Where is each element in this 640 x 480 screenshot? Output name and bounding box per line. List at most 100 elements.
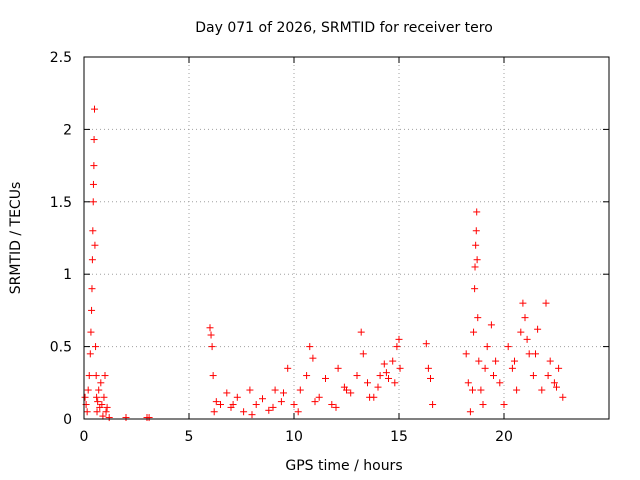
data-point: [472, 241, 480, 249]
y-tick-label: 0.5: [50, 340, 72, 356]
data-point: [471, 285, 479, 293]
data-point: [334, 364, 342, 372]
data-point: [366, 393, 374, 401]
data-point: [479, 401, 487, 409]
data-point: [105, 414, 113, 422]
data-point: [546, 357, 554, 365]
data-point: [470, 328, 478, 336]
data-point: [395, 335, 403, 343]
data-point: [284, 364, 292, 372]
y-tick-label: 0: [63, 412, 72, 428]
data-point: [500, 401, 508, 409]
data-point: [290, 401, 298, 409]
data-point: [87, 328, 95, 336]
data-point: [101, 372, 109, 380]
data-point: [89, 227, 97, 235]
data-point: [464, 379, 472, 387]
data-point: [380, 360, 388, 368]
data-point: [280, 389, 287, 397]
data-point: [94, 398, 102, 406]
data-point: [303, 372, 311, 380]
data-point: [103, 403, 111, 411]
data-point: [389, 357, 397, 365]
data-point: [210, 408, 218, 416]
data-point: [385, 374, 392, 382]
data-point: [315, 393, 323, 401]
data-point: [525, 350, 533, 358]
data-point: [555, 364, 563, 372]
data-points: [81, 105, 567, 422]
data-point: [246, 386, 254, 394]
data-point: [532, 350, 539, 358]
x-tick-label: 0: [80, 429, 89, 445]
data-point: [85, 372, 93, 380]
data-point: [309, 354, 317, 362]
y-tick-label: 1: [63, 267, 72, 283]
data-point: [277, 398, 285, 406]
data-point: [93, 393, 101, 401]
data-point: [212, 398, 220, 406]
data-point: [88, 285, 96, 293]
data-point: [86, 350, 94, 358]
data-point: [240, 408, 248, 416]
data-point: [91, 105, 98, 113]
data-point: [475, 357, 483, 365]
data-point: [207, 331, 215, 339]
data-point: [102, 408, 110, 416]
data-point: [233, 393, 241, 401]
data-point: [89, 180, 97, 188]
data-point: [98, 401, 106, 409]
data-point: [265, 406, 273, 414]
data-point: [382, 369, 390, 377]
data-point: [374, 383, 382, 391]
data-point: [513, 386, 521, 394]
data-point: [427, 374, 434, 382]
x-tick-label: 15: [390, 429, 408, 445]
data-point: [88, 306, 96, 314]
y-tick-label: 2: [63, 122, 72, 138]
data-point: [559, 393, 567, 401]
y-tick-label: 2.5: [50, 50, 72, 66]
data-point: [473, 208, 481, 216]
data-point: [490, 372, 497, 380]
grid: [84, 57, 609, 419]
data-point: [294, 408, 302, 416]
data-point: [223, 389, 231, 397]
x-tick-label: 20: [495, 429, 513, 445]
data-point: [88, 256, 96, 264]
data-point: [357, 328, 365, 336]
data-point: [271, 386, 279, 394]
data-point: [492, 357, 500, 365]
data-point: [89, 198, 97, 206]
data-point: [396, 364, 404, 372]
x-axis-label: GPS time / hours: [285, 458, 402, 474]
data-point: [473, 256, 481, 264]
data-point: [269, 403, 277, 411]
data-point: [487, 321, 495, 329]
x-tick-label: 5: [185, 429, 194, 445]
data-point: [100, 393, 108, 401]
data-point: [364, 379, 371, 387]
y-axis-label: SRMTID / TECUs: [8, 182, 24, 295]
data-point: [477, 386, 485, 394]
data-point: [359, 350, 367, 358]
data-point: [90, 162, 98, 170]
data-point: [206, 324, 214, 332]
data-point: [550, 379, 558, 387]
data-point: [496, 379, 504, 387]
data-point: [474, 314, 482, 322]
data-point: [393, 343, 401, 351]
data-point: [424, 364, 432, 372]
x-tick-label: 10: [285, 429, 303, 445]
data-point: [504, 343, 512, 351]
data-point: [481, 364, 489, 372]
data-point: [209, 372, 217, 380]
y-tick-label: 1.5: [50, 195, 72, 211]
data-point: [91, 241, 99, 249]
data-point: [248, 411, 256, 419]
data-point: [542, 299, 550, 307]
data-point: [462, 350, 470, 358]
data-point: [483, 343, 491, 351]
chart-title: Day 071 of 2026, SRMTID for receiver ter…: [195, 20, 493, 36]
